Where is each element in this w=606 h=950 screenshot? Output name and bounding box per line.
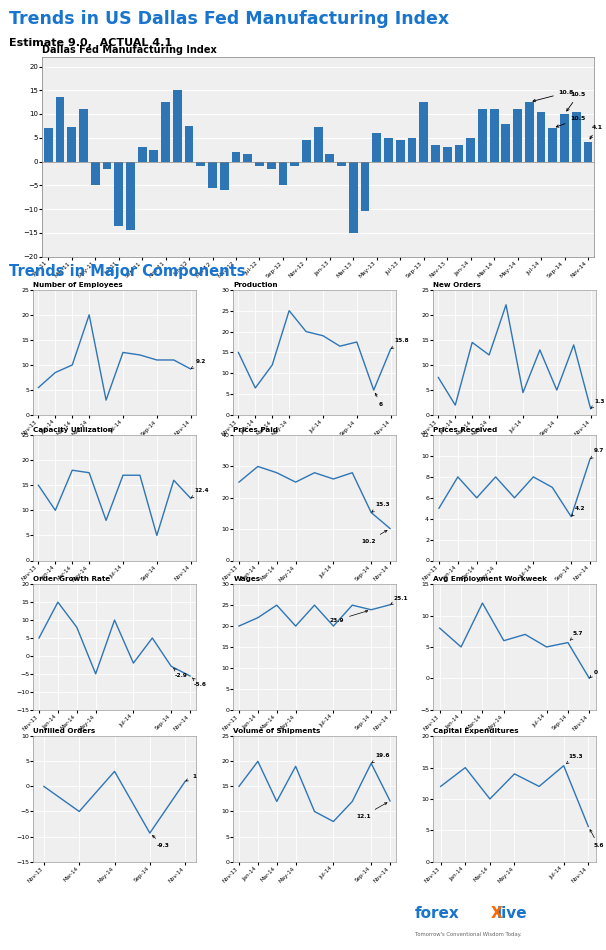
Bar — [384, 138, 393, 162]
Text: 10.5: 10.5 — [556, 116, 586, 127]
Text: 23.9: 23.9 — [330, 610, 368, 622]
Bar — [537, 112, 545, 162]
Bar — [560, 114, 569, 162]
Bar — [361, 162, 370, 212]
Text: -9.3: -9.3 — [153, 835, 170, 848]
Text: 10.2: 10.2 — [362, 530, 387, 543]
Text: 15.3: 15.3 — [372, 503, 390, 512]
Text: 5.6: 5.6 — [590, 829, 604, 847]
Text: 19.6: 19.6 — [371, 753, 390, 763]
Text: Production: Production — [233, 282, 278, 288]
Text: 9.7: 9.7 — [591, 448, 604, 459]
Bar — [513, 109, 522, 162]
Bar — [67, 127, 76, 162]
Text: Order Growth Rate: Order Growth Rate — [33, 577, 110, 582]
Text: Prices Received: Prices Received — [433, 428, 498, 433]
Bar — [325, 154, 335, 162]
Text: -2.9: -2.9 — [173, 668, 188, 677]
Bar — [279, 162, 287, 185]
Text: 1: 1 — [186, 774, 196, 781]
Text: Number of Employees: Number of Employees — [33, 282, 123, 288]
Bar — [349, 162, 358, 233]
Text: Estimate 9.0,  ACTUAL 4.1: Estimate 9.0, ACTUAL 4.1 — [9, 38, 172, 48]
Bar — [290, 162, 299, 166]
Bar — [419, 103, 428, 162]
Bar — [454, 144, 464, 162]
Bar — [161, 103, 170, 162]
Bar — [584, 142, 593, 162]
Text: X: X — [491, 906, 502, 922]
Bar — [231, 152, 241, 162]
Bar — [572, 112, 581, 162]
Text: Capacity Utilization: Capacity Utilization — [33, 428, 113, 433]
Bar — [138, 147, 147, 162]
Text: Avg Employment Workweek: Avg Employment Workweek — [433, 577, 547, 582]
Bar — [548, 128, 557, 162]
Bar — [102, 162, 112, 169]
Text: Volume of Shipments: Volume of Shipments — [233, 729, 321, 734]
Text: Tomorrow's Conventional Wisdom Today.: Tomorrow's Conventional Wisdom Today. — [415, 932, 522, 937]
Text: 15.3: 15.3 — [567, 753, 583, 764]
Text: Prices Paid: Prices Paid — [233, 428, 278, 433]
Text: 15.8: 15.8 — [391, 338, 408, 349]
Bar — [220, 162, 228, 190]
Text: -5.6: -5.6 — [192, 678, 207, 688]
Bar — [490, 109, 499, 162]
Text: 12.4: 12.4 — [191, 488, 208, 498]
Bar — [431, 144, 440, 162]
Bar — [185, 126, 193, 162]
Text: live: live — [497, 906, 528, 922]
Text: Trends in Major Components: Trends in Major Components — [9, 264, 245, 279]
Bar — [244, 154, 252, 162]
Bar — [337, 162, 346, 166]
Text: New Orders: New Orders — [433, 282, 481, 288]
Bar — [79, 109, 88, 162]
Text: Trends in US Dallas Fed Manufacturing Index: Trends in US Dallas Fed Manufacturing In… — [9, 10, 449, 28]
Text: 10.8: 10.8 — [533, 90, 574, 102]
Text: 4.1: 4.1 — [590, 125, 602, 139]
Text: forex: forex — [415, 906, 460, 922]
Bar — [466, 138, 475, 162]
Bar — [208, 162, 217, 188]
Bar — [255, 162, 264, 166]
Bar — [91, 162, 99, 185]
Bar — [126, 162, 135, 231]
Bar — [196, 162, 205, 166]
Text: Capital Expenditures: Capital Expenditures — [433, 729, 519, 734]
Text: 12.1: 12.1 — [356, 803, 387, 819]
Bar — [302, 140, 311, 162]
Bar — [408, 138, 416, 162]
Text: 25.1: 25.1 — [391, 596, 408, 604]
Bar — [115, 162, 123, 226]
Bar — [150, 149, 158, 162]
Bar — [525, 103, 534, 162]
Bar — [267, 162, 276, 169]
Text: 10.5: 10.5 — [567, 92, 586, 111]
Text: Unfilled Orders: Unfilled Orders — [33, 729, 96, 734]
Text: 9.2: 9.2 — [191, 359, 206, 369]
Bar — [56, 98, 64, 162]
Text: Dallas Fed Manufacturing Index: Dallas Fed Manufacturing Index — [42, 45, 217, 55]
Text: 0: 0 — [590, 670, 598, 677]
Bar — [314, 127, 322, 162]
Bar — [44, 128, 53, 162]
Text: 4.2: 4.2 — [571, 505, 585, 516]
Bar — [502, 124, 510, 162]
Text: 1.3: 1.3 — [591, 399, 605, 408]
Text: 5.7: 5.7 — [570, 631, 583, 640]
Text: Wages: Wages — [233, 577, 261, 582]
Bar — [396, 140, 405, 162]
Bar — [373, 133, 381, 162]
Bar — [478, 109, 487, 162]
Text: 6: 6 — [375, 393, 383, 408]
Bar — [173, 90, 182, 162]
Bar — [443, 147, 451, 162]
